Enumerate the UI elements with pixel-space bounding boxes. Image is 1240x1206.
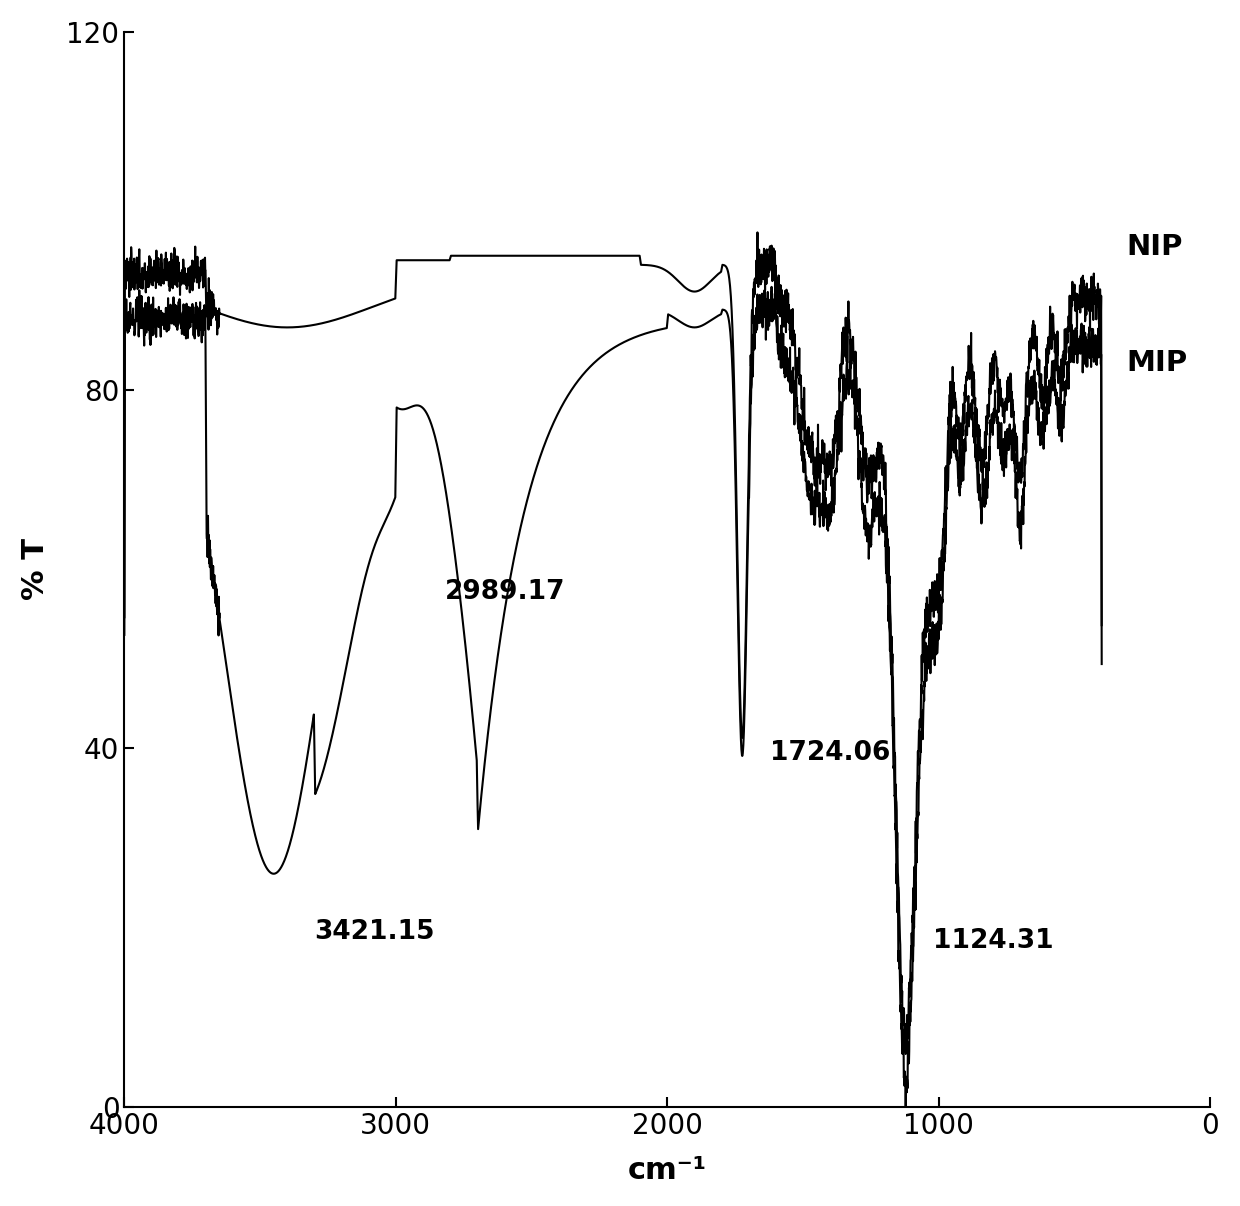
- Text: NIP: NIP: [1126, 233, 1183, 260]
- Text: 1724.06: 1724.06: [770, 740, 890, 766]
- Text: 3421.15: 3421.15: [315, 919, 435, 946]
- Text: 2989.17: 2989.17: [445, 579, 565, 605]
- Y-axis label: % T: % T: [21, 538, 50, 601]
- Text: MIP: MIP: [1126, 350, 1188, 377]
- Text: 1124.31: 1124.31: [934, 929, 1054, 954]
- X-axis label: cm⁻¹: cm⁻¹: [627, 1157, 707, 1185]
